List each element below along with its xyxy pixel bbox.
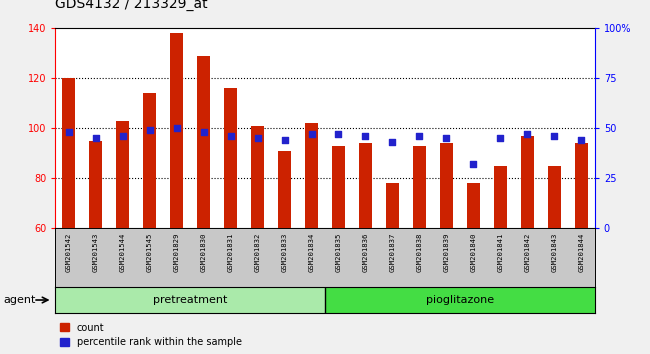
Point [441, 136, 452, 141]
Legend: count, percentile rank within the sample: count, percentile rank within the sample [60, 322, 242, 347]
Text: GSM201830: GSM201830 [201, 233, 207, 272]
Bar [547, 166, 561, 354]
Text: GSM201835: GSM201835 [335, 233, 341, 272]
Text: GSM201844: GSM201844 [578, 233, 584, 272]
Text: pretreatment: pretreatment [153, 295, 228, 305]
Bar [521, 136, 534, 354]
Bar [197, 56, 211, 354]
Bar [251, 126, 265, 354]
Point [333, 131, 344, 137]
Bar [439, 143, 453, 354]
Bar [305, 123, 318, 354]
Point [226, 133, 236, 139]
Point [468, 161, 478, 167]
Text: GSM201542: GSM201542 [66, 233, 72, 272]
Bar [385, 183, 399, 354]
Point [280, 137, 290, 143]
Bar [116, 121, 129, 354]
Text: GSM201545: GSM201545 [147, 233, 153, 272]
Point [522, 131, 532, 137]
Point [306, 131, 317, 137]
Point [172, 126, 182, 131]
Bar [170, 33, 183, 354]
Text: agent: agent [3, 295, 36, 305]
Bar [62, 78, 75, 354]
Text: GSM201836: GSM201836 [363, 233, 369, 272]
Text: GSM201833: GSM201833 [281, 233, 287, 272]
Bar [55, 287, 325, 313]
Point [144, 127, 155, 133]
Text: GSM201832: GSM201832 [255, 233, 261, 272]
Point [198, 130, 209, 135]
Text: GSM201543: GSM201543 [93, 233, 99, 272]
Text: GSM201840: GSM201840 [471, 233, 476, 272]
Bar [224, 88, 237, 354]
Point [549, 133, 560, 139]
Text: GSM201544: GSM201544 [120, 233, 125, 272]
Text: GSM201843: GSM201843 [551, 233, 557, 272]
Bar [332, 146, 345, 354]
Text: GSM201841: GSM201841 [497, 233, 503, 272]
Text: pioglitazone: pioglitazone [426, 295, 494, 305]
Point [90, 136, 101, 141]
Point [252, 136, 263, 141]
Text: GSM201831: GSM201831 [227, 233, 233, 272]
Text: GDS4132 / 213329_at: GDS4132 / 213329_at [55, 0, 208, 11]
Bar [278, 151, 291, 354]
Bar [493, 166, 507, 354]
Point [495, 136, 506, 141]
Bar [413, 146, 426, 354]
Bar [359, 143, 372, 354]
Bar [467, 183, 480, 354]
Point [118, 133, 128, 139]
Point [414, 133, 424, 139]
Bar [325, 287, 595, 313]
Text: GSM201829: GSM201829 [174, 233, 179, 272]
Text: GSM201838: GSM201838 [417, 233, 423, 272]
Point [64, 130, 74, 135]
Bar [575, 143, 588, 354]
Point [387, 139, 398, 145]
Bar [89, 141, 103, 354]
Text: GSM201834: GSM201834 [309, 233, 315, 272]
Point [576, 137, 586, 143]
Bar [143, 93, 157, 354]
Text: GSM201842: GSM201842 [525, 233, 530, 272]
Text: GSM201837: GSM201837 [389, 233, 395, 272]
Text: GSM201839: GSM201839 [443, 233, 449, 272]
Point [360, 133, 370, 139]
